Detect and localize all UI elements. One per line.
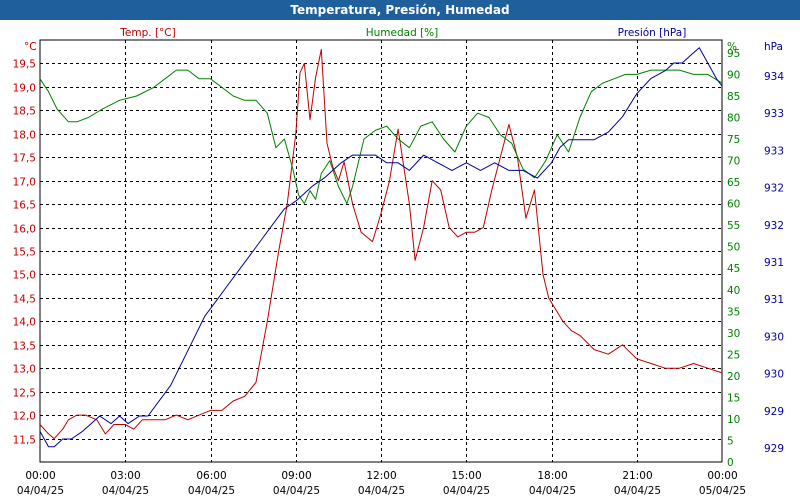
temperature-tick-label: 17,0 (13, 177, 36, 189)
pressure-tick-label: 934 (764, 71, 784, 83)
pressure-tick-label: 931 (764, 294, 784, 306)
humidity-tick-label: 35 (727, 306, 740, 318)
x-tick-date: 04/04/25 (273, 485, 320, 497)
pressure-tick-label: 932 (764, 183, 784, 195)
pressure-tick-label: 930 (764, 369, 784, 381)
humidity-unit-label: % (727, 41, 737, 53)
x-tick-time: 18:00 (537, 470, 567, 482)
humidity-tick-label: 30 (727, 328, 740, 340)
x-tick-date: 04/04/25 (529, 485, 576, 497)
humidity-series-line (39, 69, 723, 205)
temperature-tick-label: 17,5 (13, 153, 36, 165)
humidity-tick-label: 80 (727, 113, 740, 125)
x-tick-date: 04/04/25 (17, 485, 64, 497)
temperature-tick-label: 18,0 (13, 130, 36, 142)
temperature-tick-label: 19,0 (13, 83, 36, 95)
legend-humidity: Humedad [%] (366, 27, 439, 39)
humidity-tick-label: 45 (727, 263, 740, 275)
temperature-tick-label: 16,5 (13, 200, 36, 212)
humidity-tick-label: 90 (727, 69, 740, 81)
pressure-tick-label: 929 (764, 443, 784, 455)
temperature-tick-label: 19,5 (13, 59, 36, 71)
temperature-tick-label: 12,0 (13, 411, 36, 423)
pressure-unit-label: hPa (764, 41, 783, 53)
temperature-tick-label: 12,5 (13, 388, 36, 400)
humidity-tick-label: 25 (727, 349, 740, 361)
humidity-tick-label: 85 (727, 91, 740, 103)
temperature-tick-label: 18,5 (13, 106, 36, 118)
humidity-tick-label: 40 (727, 285, 740, 297)
x-tick-time: 21:00 (622, 470, 652, 482)
x-tick-time: 03:00 (110, 470, 140, 482)
temperature-series-line (39, 48, 723, 440)
humidity-tick-label: 65 (727, 177, 740, 189)
pressure-tick-label: 930 (764, 331, 784, 343)
x-tick-date: 05/04/25 (699, 485, 746, 497)
x-tick-time: 00:00 (707, 470, 737, 482)
x-tick-date: 04/04/25 (614, 485, 661, 497)
temperature-tick-label: 14,0 (13, 317, 36, 329)
temperature-tick-label: 15,0 (13, 270, 36, 282)
pressure-tick-label: 933 (764, 108, 784, 120)
temperature-tick-label: 11,5 (13, 435, 36, 447)
x-tick-time: 00:00 (25, 470, 55, 482)
x-tick-time: 09:00 (281, 470, 311, 482)
legend-temperature: Temp. [°C] (119, 27, 175, 39)
humidity-tick-label: 5 (727, 435, 734, 447)
temperature-tick-label: 14,5 (13, 294, 36, 306)
humidity-tick-label: 10 (727, 414, 740, 426)
temperature-tick-label: 13,0 (13, 364, 36, 376)
humidity-tick-label: 55 (727, 220, 740, 232)
x-tick-date: 04/04/25 (188, 485, 235, 497)
humidity-tick-label: 50 (727, 242, 740, 254)
x-tick-time: 06:00 (196, 470, 226, 482)
temperature-tick-label: 16,0 (13, 224, 36, 236)
x-tick-date: 04/04/25 (102, 485, 149, 497)
pressure-tick-label: 931 (764, 257, 784, 269)
humidity-tick-label: 15 (727, 392, 740, 404)
humidity-tick-label: 95 (727, 48, 740, 60)
x-tick-time: 12:00 (366, 470, 396, 482)
pressure-tick-label: 933 (764, 145, 784, 157)
humidity-tick-label: 70 (727, 156, 740, 168)
pressure-series-line (39, 47, 723, 448)
humidity-tick-label: 60 (727, 199, 740, 211)
temperature-unit-label: °C (24, 41, 37, 53)
humidity-tick-label: 0 (727, 457, 734, 469)
temperature-tick-label: 15,5 (13, 247, 36, 259)
x-tick-date: 04/04/25 (443, 485, 490, 497)
chart-title: Temperatura, Presión, Humedad (0, 0, 800, 20)
pressure-tick-label: 932 (764, 220, 784, 232)
humidity-tick-label: 75 (727, 134, 740, 146)
x-tick-time: 15:00 (451, 470, 481, 482)
humidity-tick-label: 20 (727, 371, 740, 383)
x-tick-date: 04/04/25 (358, 485, 405, 497)
pressure-tick-label: 929 (764, 406, 784, 418)
legend-pressure: Presión [hPa] (618, 27, 687, 39)
temperature-tick-label: 13,5 (13, 341, 36, 353)
